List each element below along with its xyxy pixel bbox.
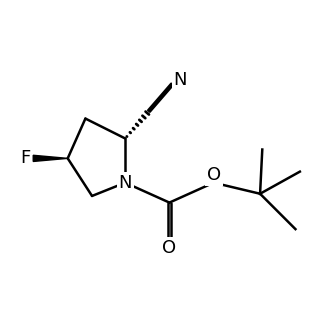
Text: O: O bbox=[207, 166, 221, 184]
Text: O: O bbox=[162, 239, 177, 257]
Polygon shape bbox=[33, 155, 68, 161]
Text: N: N bbox=[173, 71, 187, 89]
Text: F: F bbox=[20, 149, 30, 167]
Text: N: N bbox=[118, 174, 132, 192]
